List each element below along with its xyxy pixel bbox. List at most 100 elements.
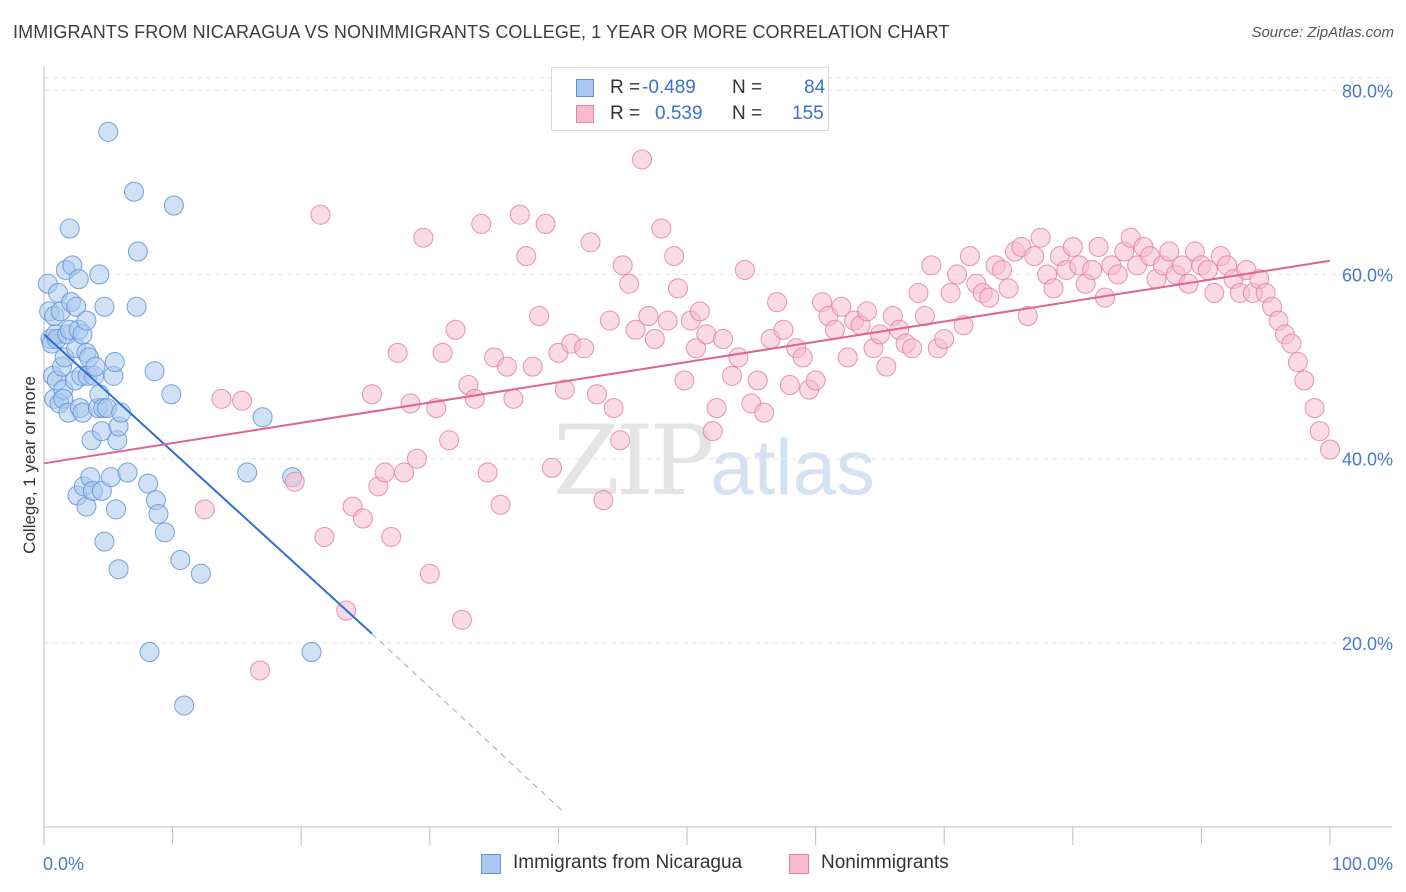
point-nonimmigrants: [612, 255, 633, 276]
point-nonimmigrants: [657, 310, 678, 331]
point-immigrants: [85, 356, 106, 377]
point-nonimmigrants: [432, 342, 453, 363]
point-nonimmigrants: [554, 379, 575, 400]
legend-r-label: R =: [610, 103, 641, 124]
point-nonimmigrants: [400, 393, 421, 414]
point-nonimmigrants: [1309, 421, 1330, 442]
point-nonimmigrants: [1017, 305, 1038, 326]
point-nonimmigrants: [722, 365, 743, 386]
point-immigrants: [59, 218, 80, 239]
legend-r-value: 0.539: [655, 103, 703, 124]
legend-n-value: 155: [792, 103, 824, 124]
point-nonimmigrants: [998, 278, 1019, 299]
point-nonimmigrants: [516, 246, 537, 267]
point-nonimmigrants: [490, 494, 511, 515]
legend-swatch-pink: [576, 105, 594, 123]
point-nonimmigrants: [574, 338, 595, 359]
point-immigrants: [124, 181, 145, 202]
point-immigrants: [301, 642, 322, 663]
point-nonimmigrants: [1107, 264, 1128, 285]
trendline-immigrants-extension: [371, 633, 566, 814]
point-nonimmigrants: [1062, 236, 1083, 257]
point-nonimmigrants: [754, 402, 775, 423]
point-nonimmigrants: [908, 282, 929, 303]
legend-r-value: -0.489: [642, 77, 696, 98]
point-nonimmigrants: [959, 246, 980, 267]
point-immigrants: [148, 503, 169, 524]
bottom-legend-label: Immigrants from Nicaragua: [513, 852, 743, 873]
point-immigrants: [106, 499, 127, 520]
point-immigrants: [127, 241, 148, 262]
point-nonimmigrants: [728, 347, 749, 368]
point-nonimmigrants: [940, 282, 961, 303]
trendline-nonimmigrants: [43, 259, 1331, 465]
point-immigrants: [126, 296, 147, 317]
point-immigrants: [252, 407, 273, 428]
point-immigrants: [98, 121, 119, 142]
point-immigrants: [76, 310, 97, 331]
point-nonimmigrants: [599, 310, 620, 331]
point-nonimmigrants: [419, 563, 440, 584]
point-nonimmigrants: [1304, 398, 1325, 419]
point-nonimmigrants: [451, 609, 472, 630]
point-nonimmigrants: [934, 329, 955, 350]
point-nonimmigrants: [232, 390, 253, 411]
point-nonimmigrants: [979, 287, 1000, 308]
point-immigrants: [104, 352, 125, 373]
point-nonimmigrants: [387, 342, 408, 363]
point-immigrants: [117, 462, 138, 483]
point-nonimmigrants: [674, 370, 695, 391]
point-nonimmigrants: [831, 296, 852, 317]
point-nonimmigrants: [876, 356, 897, 377]
point-nonimmigrants: [509, 204, 530, 225]
point-nonimmigrants: [352, 508, 373, 529]
point-immigrants: [68, 269, 89, 290]
point-immigrants: [100, 467, 121, 488]
point-nonimmigrants: [250, 660, 271, 681]
x-tick-label: 100.0%: [1332, 854, 1393, 874]
legend-swatch-blue: [576, 79, 594, 97]
point-immigrants: [94, 296, 115, 317]
point-nonimmigrants: [593, 490, 614, 511]
point-nonimmigrants: [921, 255, 942, 276]
point-nonimmigrants: [1082, 259, 1103, 280]
point-nonimmigrants: [406, 448, 427, 469]
point-immigrants: [108, 559, 129, 580]
point-immigrants: [138, 473, 159, 494]
point-nonimmigrants: [625, 319, 646, 340]
point-nonimmigrants: [702, 421, 723, 442]
legend-n-label: N =: [732, 103, 763, 124]
point-nonimmigrants: [805, 370, 826, 391]
point-nonimmigrants: [664, 246, 685, 267]
point-nonimmigrants: [644, 329, 665, 350]
point-immigrants: [89, 264, 110, 285]
point-nonimmigrants: [686, 338, 707, 359]
point-nonimmigrants: [1281, 333, 1302, 354]
point-nonimmigrants: [477, 462, 498, 483]
point-nonimmigrants: [734, 259, 755, 280]
point-nonimmigrants: [713, 329, 734, 350]
point-nonimmigrants: [1294, 370, 1315, 391]
point-immigrants: [154, 522, 175, 543]
point-nonimmigrants: [869, 324, 890, 345]
y-tick-label: 80.0%: [1342, 81, 1393, 101]
point-nonimmigrants: [779, 375, 800, 396]
point-nonimmigrants: [541, 457, 562, 478]
point-nonimmigrants: [194, 499, 215, 520]
point-nonimmigrants: [1043, 278, 1064, 299]
point-nonimmigrants: [603, 398, 624, 419]
y-tick-label: 60.0%: [1342, 266, 1393, 286]
point-nonimmigrants: [1030, 227, 1051, 248]
point-nonimmigrants: [394, 462, 415, 483]
point-nonimmigrants: [529, 305, 550, 326]
point-nonimmigrants: [792, 347, 813, 368]
point-nonimmigrants: [1159, 241, 1180, 262]
point-nonimmigrants: [586, 384, 607, 405]
source-label: Source: ZipAtlas.com: [1251, 24, 1394, 41]
legend-n-label: N =: [732, 77, 763, 98]
point-nonimmigrants: [464, 388, 485, 409]
point-immigrants: [144, 361, 165, 382]
point-nonimmigrants: [696, 324, 717, 345]
point-immigrants: [161, 384, 182, 405]
